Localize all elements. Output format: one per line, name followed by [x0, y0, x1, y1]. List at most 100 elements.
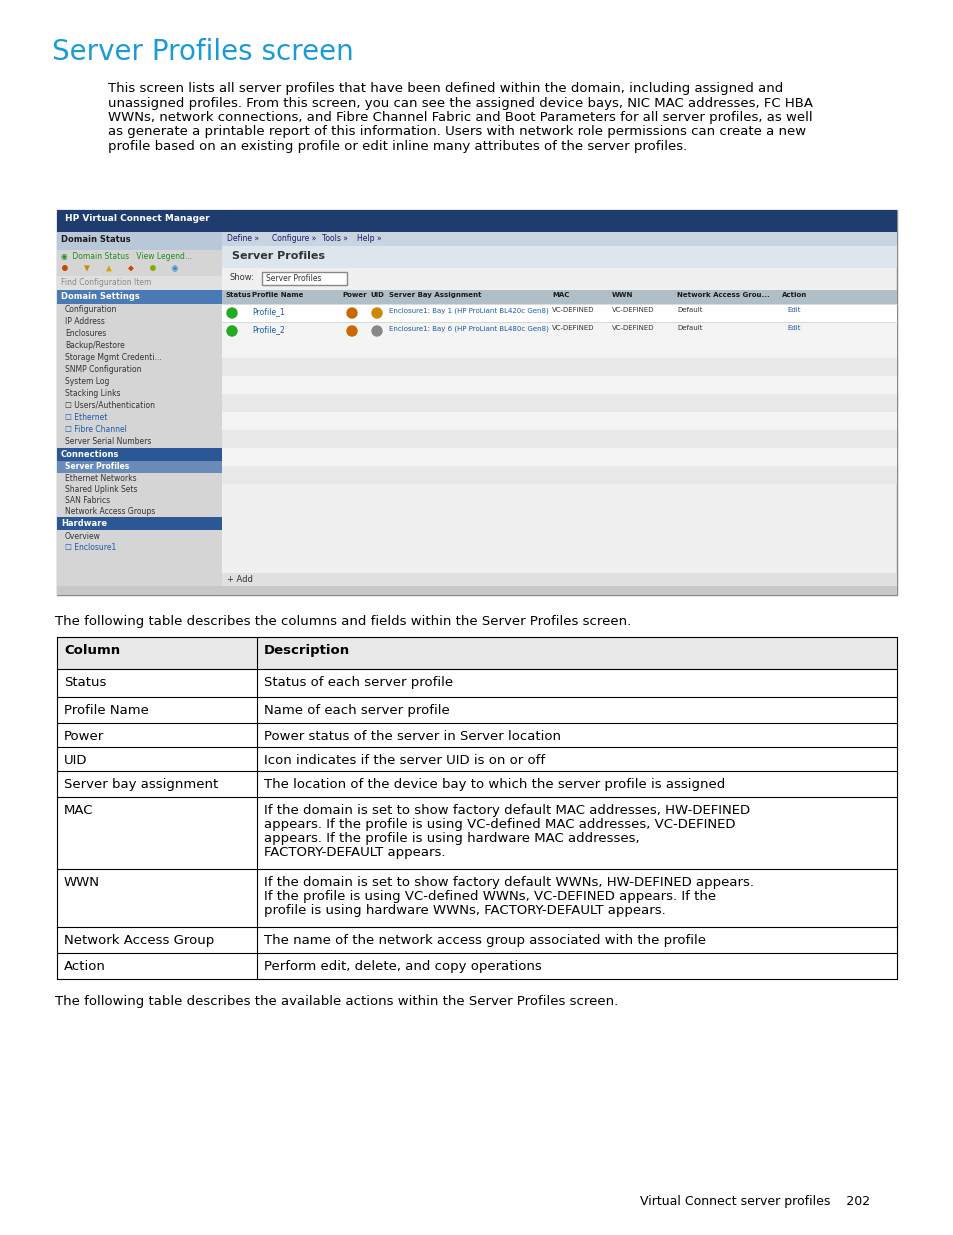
Text: SAN Fabrics: SAN Fabrics — [65, 496, 110, 505]
Text: Connections: Connections — [61, 450, 119, 459]
Text: The following table describes the available actions within the Server Profiles s: The following table describes the availa… — [55, 995, 618, 1008]
Text: VC-DEFINED: VC-DEFINED — [612, 308, 654, 312]
Text: Status of each server profile: Status of each server profile — [264, 676, 453, 689]
Text: MAC: MAC — [552, 291, 569, 298]
Text: Stacking Links: Stacking Links — [65, 389, 120, 398]
Text: Action: Action — [64, 960, 106, 973]
Bar — [222, 358, 896, 375]
Bar — [222, 304, 896, 322]
Text: Status: Status — [226, 291, 252, 298]
Text: Hardware: Hardware — [61, 519, 107, 529]
Text: UID: UID — [370, 291, 383, 298]
Text: Profile Name: Profile Name — [252, 291, 303, 298]
Circle shape — [227, 326, 236, 336]
Text: Enclosure1: Bay 6 (HP ProLiant BL480c Gen8): Enclosure1: Bay 6 (HP ProLiant BL480c Ge… — [389, 325, 548, 331]
Text: profile is using hardware WWNs, FACTORY-DEFAULT appears.: profile is using hardware WWNs, FACTORY-… — [264, 904, 665, 918]
Text: The following table describes the columns and fields within the Server Profiles : The following table describes the column… — [55, 615, 631, 629]
Bar — [222, 394, 896, 412]
Text: UID: UID — [64, 755, 88, 767]
Text: Profile Name: Profile Name — [64, 704, 149, 718]
Text: WWNs, network connections, and Fibre Channel Fabric and Boot Parameters for all : WWNs, network connections, and Fibre Cha… — [108, 111, 812, 124]
Circle shape — [227, 308, 236, 317]
Text: Network Access Grou...: Network Access Grou... — [677, 291, 769, 298]
Bar — [57, 747, 896, 771]
Text: Power status of the server in Server location: Power status of the server in Server loc… — [264, 730, 560, 743]
Text: Virtual Connect server profiles    202: Virtual Connect server profiles 202 — [639, 1195, 869, 1208]
Bar — [57, 637, 896, 669]
Bar — [57, 771, 896, 797]
Text: Server bay assignment: Server bay assignment — [64, 778, 218, 790]
Text: ◉  Domain Status   View Legend...: ◉ Domain Status View Legend... — [61, 252, 192, 261]
Bar — [57, 290, 222, 304]
Text: Profile_2: Profile_2 — [252, 325, 284, 333]
Text: If the domain is set to show factory default WWNs, HW-DEFINED appears.: If the domain is set to show factory def… — [264, 876, 753, 889]
Bar — [222, 466, 896, 484]
Bar — [57, 927, 896, 953]
Bar — [222, 340, 896, 358]
Bar — [222, 430, 896, 448]
Text: Edit: Edit — [786, 325, 800, 331]
Text: WWN: WWN — [64, 876, 100, 889]
Text: IP Address: IP Address — [65, 317, 105, 326]
Text: ☐ Users/Authentication: ☐ Users/Authentication — [65, 401, 154, 410]
Text: Network Access Group: Network Access Group — [64, 934, 214, 947]
Text: Default: Default — [677, 325, 701, 331]
Text: VC-DEFINED: VC-DEFINED — [552, 325, 594, 331]
Text: as generate a printable report of this information. Users with network role perm: as generate a printable report of this i… — [108, 126, 805, 138]
Text: Shared Uplink Sets: Shared Uplink Sets — [65, 485, 137, 494]
Text: Description: Description — [264, 643, 350, 657]
Bar — [222, 573, 896, 585]
Text: VC-DEFINED: VC-DEFINED — [612, 325, 654, 331]
Text: ◉: ◉ — [172, 263, 177, 273]
Text: + Add: + Add — [227, 576, 253, 584]
Bar — [222, 412, 896, 430]
Text: Server Bay Assignment: Server Bay Assignment — [389, 291, 481, 298]
Text: profile based on an existing profile or edit inline many attributes of the serve: profile based on an existing profile or … — [108, 140, 686, 153]
Bar — [57, 585, 896, 595]
Text: Backup/Restore: Backup/Restore — [65, 341, 125, 350]
Circle shape — [347, 308, 356, 317]
Bar — [57, 210, 896, 232]
Bar — [262, 272, 347, 285]
Text: Show:: Show: — [230, 273, 254, 282]
Text: Domain Settings: Domain Settings — [61, 291, 139, 301]
Text: If the profile is using VC-defined WWNs, VC-DEFINED appears. If the: If the profile is using VC-defined WWNs,… — [264, 890, 716, 903]
Text: ▼: ▼ — [84, 263, 90, 273]
Bar — [57, 722, 896, 747]
Text: Server Profiles: Server Profiles — [65, 462, 129, 471]
Text: If the domain is set to show factory default MAC addresses, HW-DEFINED: If the domain is set to show factory def… — [264, 804, 749, 818]
Text: WWN: WWN — [612, 291, 633, 298]
Bar — [222, 246, 896, 268]
Text: Icon indicates if the server UID is on or off: Icon indicates if the server UID is on o… — [264, 755, 544, 767]
Text: ◆: ◆ — [128, 263, 133, 273]
Text: ☐ Fibre Channel: ☐ Fibre Channel — [65, 425, 127, 433]
Bar — [57, 797, 896, 869]
Bar — [57, 210, 896, 595]
Bar — [57, 869, 896, 927]
Text: Find Configuration Item: Find Configuration Item — [61, 278, 152, 287]
Text: Default: Default — [677, 308, 701, 312]
Circle shape — [347, 326, 356, 336]
Text: Server Profiles: Server Profiles — [266, 274, 321, 283]
Bar — [57, 232, 222, 249]
Text: Edit: Edit — [786, 308, 800, 312]
Bar — [222, 375, 896, 394]
Text: Network Access Groups: Network Access Groups — [65, 508, 155, 516]
Bar — [222, 322, 896, 340]
Text: The location of the device bay to which the server profile is assigned: The location of the device bay to which … — [264, 778, 724, 790]
Text: Tools »: Tools » — [322, 233, 348, 243]
Text: unassigned profiles. From this screen, you can see the assigned device bays, NIC: unassigned profiles. From this screen, y… — [108, 96, 812, 110]
Text: Configure »: Configure » — [272, 233, 316, 243]
Text: Overview: Overview — [65, 532, 101, 541]
Text: appears. If the profile is using hardware MAC addresses,: appears. If the profile is using hardwar… — [264, 832, 639, 845]
Text: Power: Power — [341, 291, 366, 298]
Bar — [57, 275, 222, 290]
Bar — [57, 232, 222, 595]
Bar — [57, 669, 896, 697]
Text: ●: ● — [62, 263, 68, 273]
Text: Server Serial Numbers: Server Serial Numbers — [65, 437, 152, 446]
Text: ☐ Enclosure1: ☐ Enclosure1 — [65, 543, 116, 552]
Text: Profile_1: Profile_1 — [252, 308, 284, 316]
Text: SNMP Configuration: SNMP Configuration — [65, 366, 141, 374]
Text: Ethernet Networks: Ethernet Networks — [65, 474, 136, 483]
